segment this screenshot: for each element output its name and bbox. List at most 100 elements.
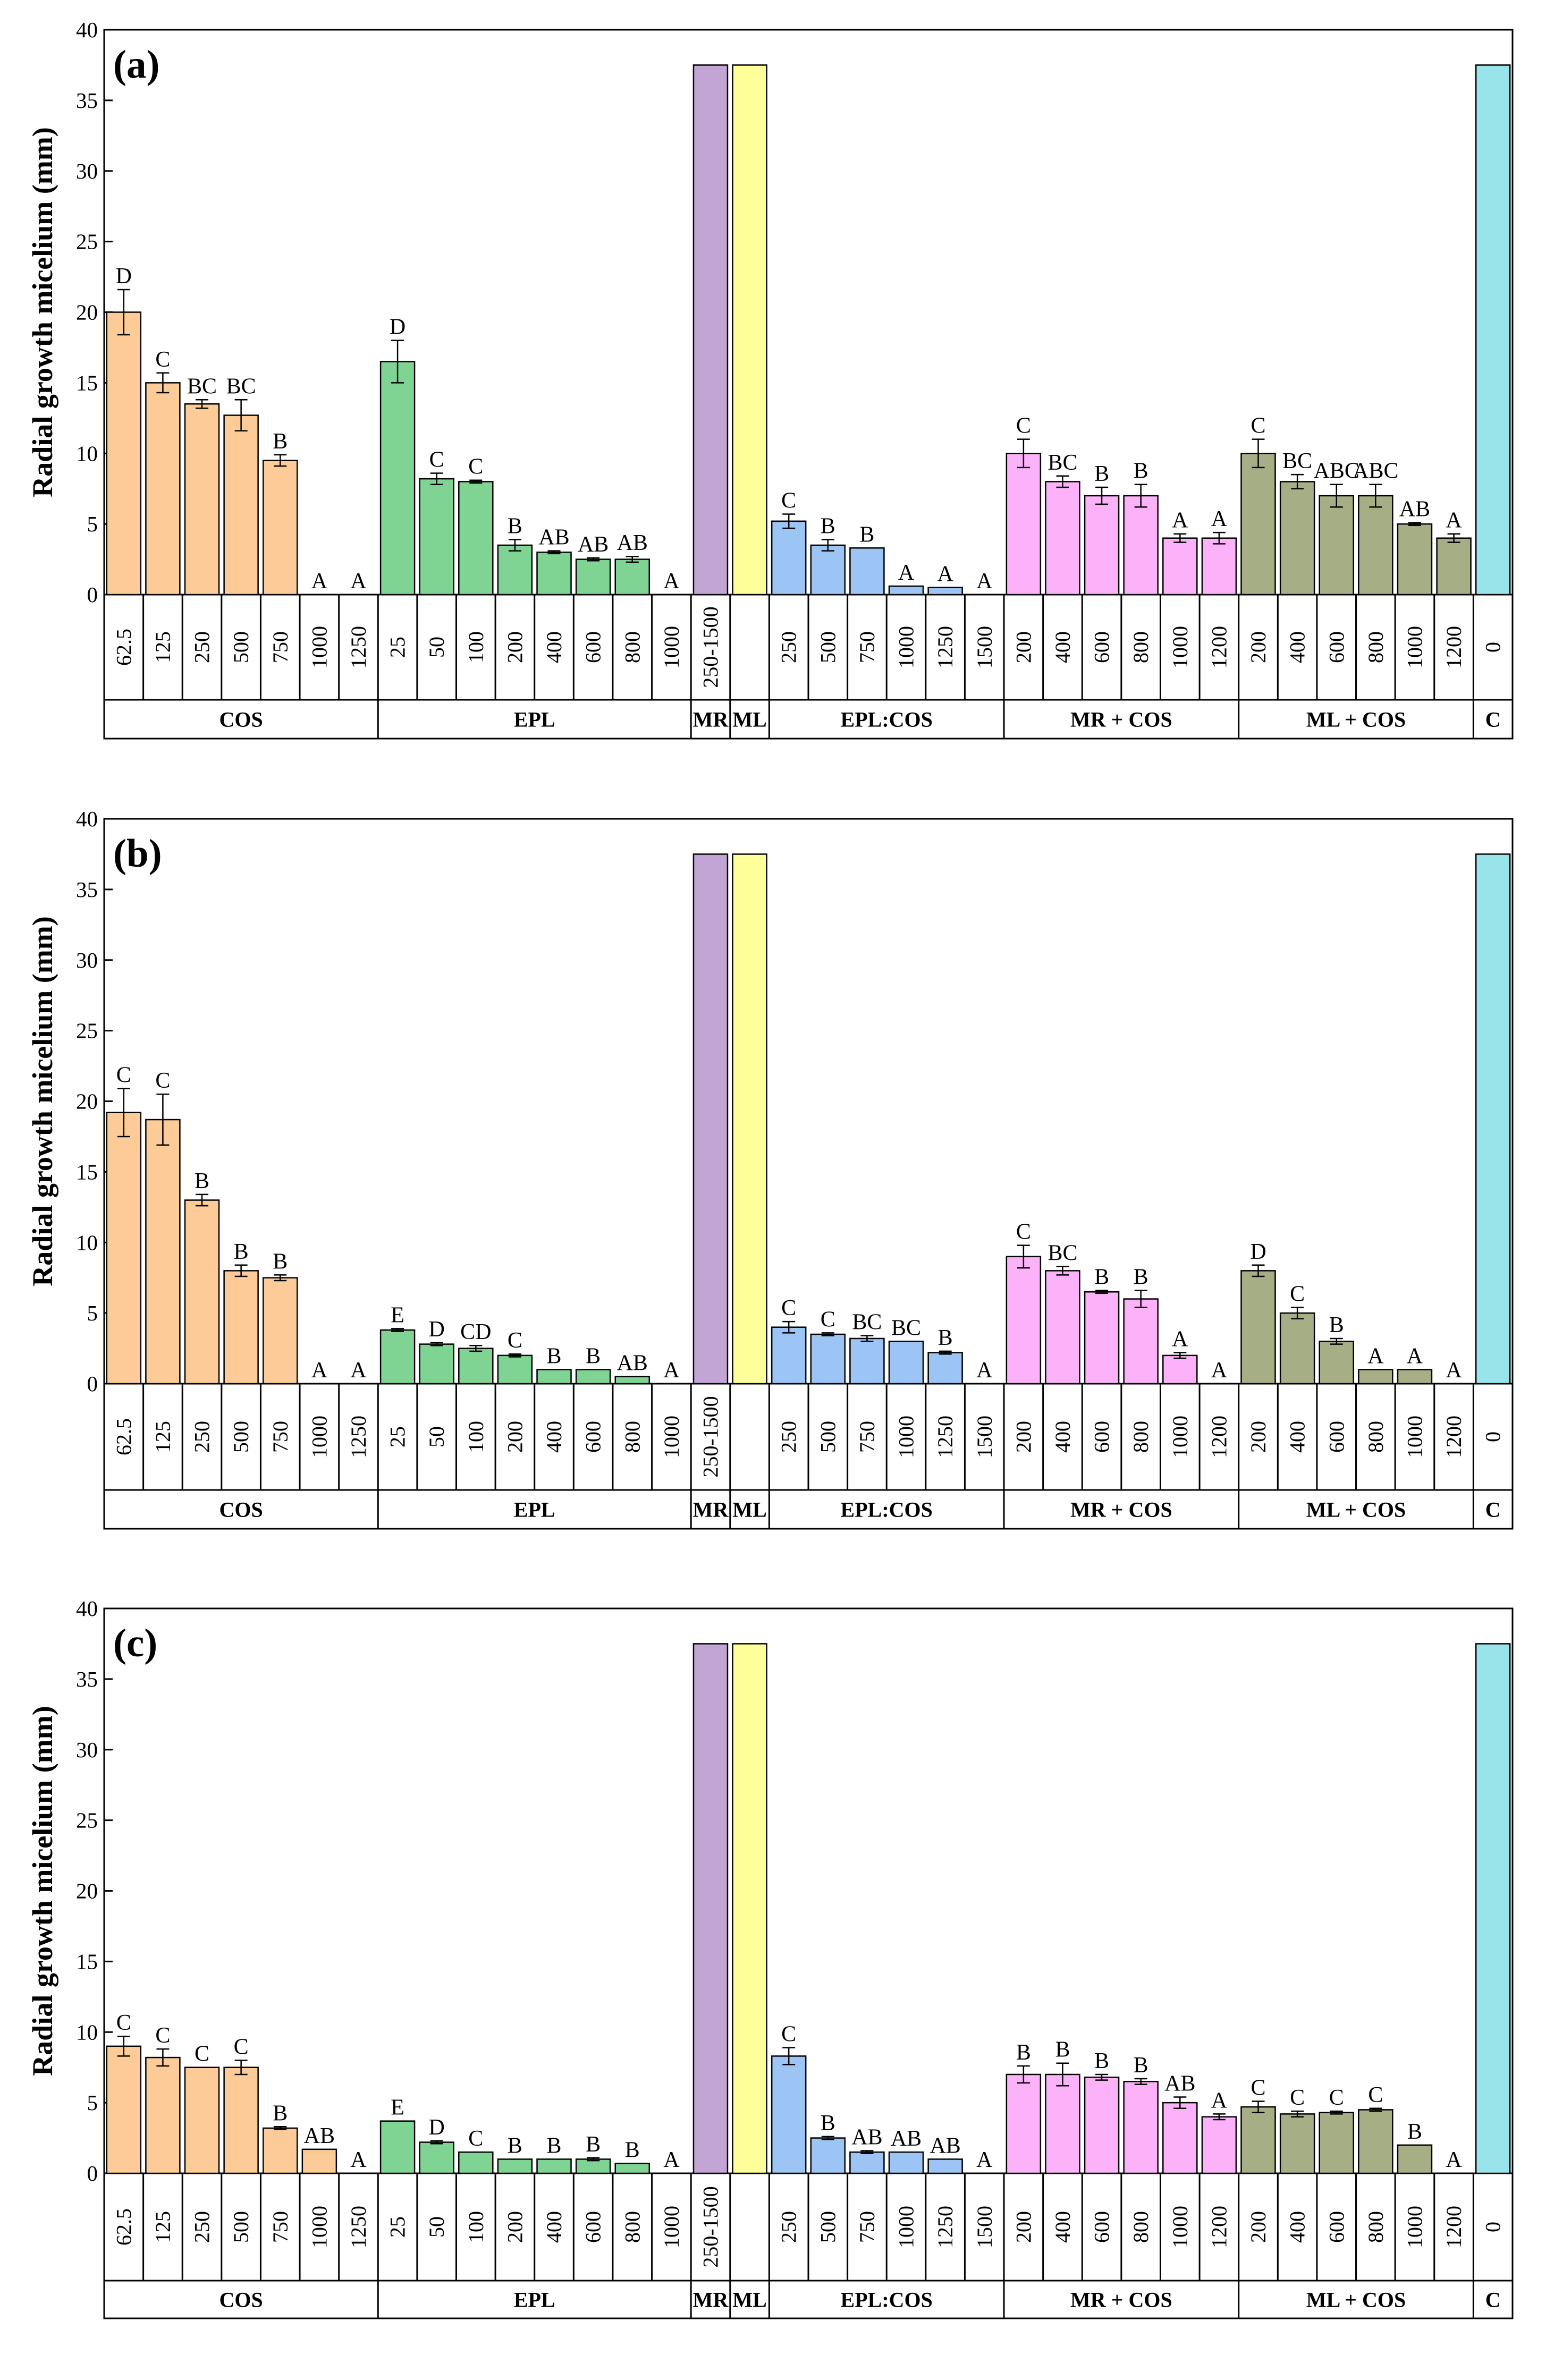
category-label: 125 xyxy=(151,2211,175,2243)
category-label: 600 xyxy=(1090,631,1114,663)
bar xyxy=(849,1337,885,1385)
significance-letter: AB xyxy=(891,2127,922,2151)
category-label: 200 xyxy=(503,631,527,663)
category-label: 600 xyxy=(1090,1421,1114,1453)
significance-letter: B xyxy=(547,2133,562,2158)
bar xyxy=(692,1643,729,2174)
category-label: 1200 xyxy=(1442,2206,1466,2248)
group-label: EPL:COS xyxy=(841,2288,933,2312)
bar xyxy=(888,1341,924,1385)
category-label: 500 xyxy=(229,631,253,663)
bar xyxy=(1123,2081,1159,2174)
bar xyxy=(1201,2116,1237,2174)
category-label: 1000 xyxy=(894,2206,918,2248)
significance-letter: BC xyxy=(187,374,217,399)
group-label: MR + COS xyxy=(1070,708,1172,732)
category-label: 1500 xyxy=(973,1416,996,1458)
y-tick-label: 35 xyxy=(76,1667,98,1691)
significance-letter: A xyxy=(976,569,993,594)
category-label: 800 xyxy=(620,631,644,663)
significance-letter: C xyxy=(468,455,483,479)
significance-letter: A xyxy=(350,569,367,594)
category-label: 1250 xyxy=(347,2206,370,2248)
category-label: 62.5 xyxy=(112,2208,136,2246)
bar xyxy=(888,585,924,596)
category-label: 400 xyxy=(542,631,566,663)
bar xyxy=(692,64,729,596)
bar xyxy=(1358,1369,1393,1385)
significance-letter: D xyxy=(116,264,132,289)
bar xyxy=(810,544,846,596)
category-label: 1000 xyxy=(660,1416,683,1458)
bar xyxy=(1045,1270,1080,1385)
significance-letter: B xyxy=(938,1326,953,1350)
category-label: 50 xyxy=(425,637,449,658)
category-label: 25 xyxy=(386,2216,410,2238)
bar xyxy=(497,1354,533,1385)
category-label: 400 xyxy=(1286,2211,1310,2243)
bar xyxy=(1240,453,1276,596)
bar xyxy=(379,361,416,596)
category-label: 1000 xyxy=(894,626,918,668)
category-label: 1000 xyxy=(1403,626,1426,668)
bar xyxy=(614,558,650,596)
bar xyxy=(419,1343,454,1385)
significance-letter: D xyxy=(390,315,405,340)
significance-letter: AB xyxy=(930,2133,960,2158)
significance-letter: A xyxy=(898,561,915,585)
significance-letter: A xyxy=(663,569,680,594)
bar xyxy=(1319,495,1354,596)
bar xyxy=(1279,1312,1315,1385)
significance-letter: C xyxy=(1368,2083,1383,2107)
y-tick-label: 40 xyxy=(76,18,98,42)
category-label: 1000 xyxy=(1168,2206,1192,2248)
category-label: 750 xyxy=(268,631,292,663)
bar xyxy=(1006,1256,1042,1385)
group-label: MR xyxy=(693,708,729,732)
chart-panel-a: 0 5 10 15 20 25 30 35 40 Radial growth micelium (… xyxy=(27,18,1514,740)
significance-letter: A xyxy=(1211,1358,1228,1383)
significance-letter: AB xyxy=(617,531,648,555)
significance-letter: B xyxy=(508,514,522,538)
category-label: 1200 xyxy=(1207,1416,1231,1458)
bar xyxy=(419,2141,454,2174)
significance-letter: A xyxy=(350,1358,367,1383)
significance-letter: A xyxy=(663,1358,680,1383)
category-label: 1200 xyxy=(1442,1416,1466,1458)
significance-letter: B xyxy=(273,2101,288,2125)
category-label: 200 xyxy=(1246,1421,1270,1453)
bar xyxy=(1084,1291,1120,1385)
bar xyxy=(771,1326,807,1385)
y-axis-label: Radial growth micelium (mm) xyxy=(27,1706,58,2076)
significance-letter: A xyxy=(1211,507,1228,531)
y-axis-label: Radial growth micelium (mm) xyxy=(27,916,58,1286)
group-label: ML xyxy=(732,708,766,732)
category-label: 100 xyxy=(464,1421,488,1453)
category-label: 400 xyxy=(1286,1421,1310,1453)
significance-letter: AB xyxy=(851,2125,882,2149)
bar xyxy=(379,1329,416,1385)
bar xyxy=(1240,1270,1276,1385)
group-label: MR xyxy=(693,2288,729,2312)
significance-letter: D xyxy=(429,2115,445,2140)
category-label: 800 xyxy=(1129,631,1153,663)
category-label: 750 xyxy=(855,2211,879,2243)
significance-letter: BC xyxy=(1047,451,1077,475)
significance-letter: AB xyxy=(1399,497,1430,521)
chart-panel-b: 0 5 10 15 20 25 30 35 40 Radial growth micelium (… xyxy=(27,807,1514,1530)
category-label: 1000 xyxy=(307,2206,331,2248)
y-tick-label: 20 xyxy=(76,1879,98,1903)
significance-letter: E xyxy=(391,1303,404,1327)
bar xyxy=(1240,2106,1276,2174)
group-label: EPL xyxy=(514,708,555,732)
category-label: 250-1500 xyxy=(698,2186,722,2267)
significance-letter: D xyxy=(1250,1240,1266,1264)
bar xyxy=(458,1348,494,1385)
bar xyxy=(1123,1298,1159,1385)
significance-letter: E xyxy=(391,2096,404,2120)
significance-letter: C xyxy=(781,2022,796,2046)
category-label: 250 xyxy=(777,631,801,663)
y-tick-label: 40 xyxy=(76,1596,98,1621)
bar xyxy=(1358,495,1393,596)
significance-letter: ABC xyxy=(1314,459,1359,484)
